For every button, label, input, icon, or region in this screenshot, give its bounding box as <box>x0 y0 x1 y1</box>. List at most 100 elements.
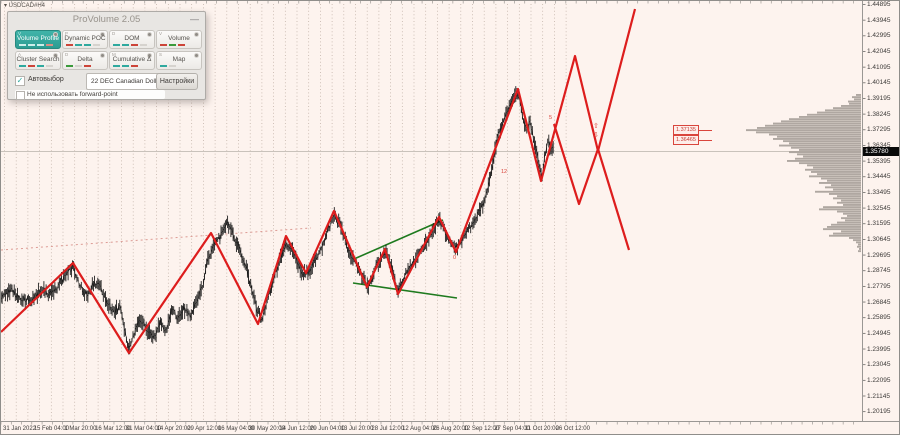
panel-titlebar[interactable]: ProVolume 2.05 — <box>8 12 205 27</box>
wave-count-label: 0 <box>453 255 457 261</box>
indicator-dash <box>122 65 129 67</box>
time-axis-label: 27 Sep 04:00 <box>494 426 530 432</box>
volume-profile-bar <box>807 113 861 116</box>
volume-profile-bar <box>849 102 861 105</box>
autoselect-checkbox[interactable]: ✓ <box>15 76 25 86</box>
module-button-dom[interactable]: D DOM <box>109 30 155 49</box>
module-button-cluster-search[interactable]: A Cluster Search <box>15 51 61 70</box>
volume-profile-bar <box>823 206 861 209</box>
price-axis-label: 1.39195 <box>867 94 891 102</box>
module-button-delta[interactable]: D Delta <box>62 51 108 70</box>
gear-icon[interactable] <box>195 33 198 36</box>
volume-profile-bar <box>807 164 861 167</box>
indicator-dash <box>131 44 138 46</box>
volume-profile-bar <box>789 142 861 145</box>
module-button-dynamic-poc[interactable]: P Dynamic POC <box>62 30 108 49</box>
module-button-grid: V Volume Profile P Dynamic POC D DOM V Volume A C… <box>15 30 202 70</box>
price-axis-separator <box>862 1 863 422</box>
volume-profile-bar <box>841 230 861 233</box>
indicator-dash <box>169 44 176 46</box>
price-trace <box>1 93 554 349</box>
volume-profile-bar <box>797 153 861 156</box>
module-button-volume[interactable]: V Volume <box>156 30 202 49</box>
price-level-flag[interactable]: 1.36465 <box>673 135 712 145</box>
indicator-dash <box>19 65 26 67</box>
module-indicator-row <box>113 65 151 67</box>
volume-profile-bar <box>787 160 861 162</box>
volume-profile-bar <box>854 98 861 101</box>
volume-profile-bar <box>817 173 861 176</box>
indicator-dash <box>113 44 120 46</box>
volume-profile-bar <box>849 237 861 239</box>
gear-icon[interactable] <box>54 33 57 36</box>
indicator-dash <box>28 44 35 46</box>
volume-profile-bar <box>821 177 861 180</box>
indicator-dash <box>178 44 185 46</box>
price-flag-tail <box>697 140 712 141</box>
time-axis-label: 11 Oct 20:00 <box>524 426 559 432</box>
volume-profile-bar <box>769 133 861 136</box>
module-button-label: Volume Profile <box>17 35 59 42</box>
price-axis-label: 1.23045 <box>867 361 891 369</box>
volume-profile-bar <box>843 212 861 215</box>
panel-control-row: ✓ Автовыбор 22 DEC Canadian Dollar ▲ ▼ Н… <box>15 73 198 90</box>
volume-profile-bar <box>833 107 861 110</box>
gear-icon[interactable] <box>101 54 104 57</box>
indicator-dash <box>19 44 26 46</box>
time-axis-label: 29 Apr 12:00 <box>187 426 222 432</box>
indicator-dash <box>66 65 73 67</box>
price-axis-label: 1.23995 <box>867 345 891 353</box>
volume-profile-bar <box>803 155 861 158</box>
indicator-dash <box>84 65 91 67</box>
volume-profile-bar <box>833 188 861 191</box>
time-axis-label: 1 Mar 20:00 <box>64 426 97 432</box>
gear-icon[interactable] <box>148 33 151 36</box>
module-hotkey-label: M <box>112 52 116 57</box>
module-button-label: Map <box>172 56 186 63</box>
volume-profile-bar <box>852 96 861 99</box>
volume-profile-bar <box>829 193 861 195</box>
gear-icon[interactable] <box>101 33 104 36</box>
time-axis-label: 31 Jan 2022 <box>3 426 37 432</box>
module-indicator-row <box>66 65 104 67</box>
module-hotkey-label: D <box>65 52 69 57</box>
module-hotkey-label: P <box>65 31 69 36</box>
settings-button[interactable]: Настройки <box>156 73 198 90</box>
volume-profile-bar <box>799 149 861 151</box>
price-axis-label: 1.34445 <box>867 173 891 181</box>
volume-profile-bar <box>765 124 861 127</box>
gear-icon[interactable] <box>148 54 151 57</box>
module-indicator-row <box>160 44 198 46</box>
indicator-dash <box>140 44 147 46</box>
price-axis-label: 1.38245 <box>867 110 891 118</box>
module-button-volume-profile[interactable]: V Volume Profile <box>15 30 61 49</box>
indicator-dash <box>37 44 44 46</box>
module-button-cumulative-[interactable]: M Cumulative Δ <box>109 51 155 70</box>
indicator-dash <box>131 65 138 67</box>
volume-profile-bar <box>777 135 861 138</box>
indicator-dash <box>113 65 120 67</box>
volume-profile-bar <box>837 221 861 224</box>
forward-point-checkbox[interactable] <box>16 91 25 100</box>
time-axis-label: 29 Jun 04:00 <box>310 426 345 432</box>
price-flag-tail <box>697 130 712 131</box>
zigzag-line <box>1 8 637 355</box>
minimize-button[interactable]: — <box>190 14 199 24</box>
volume-profile-bar <box>817 111 861 114</box>
forward-point-row: Не использовать forward-point <box>15 90 165 100</box>
module-indicator-row <box>113 44 151 46</box>
panel-title: ProVolume 2.05 <box>72 14 141 25</box>
indicator-dash <box>46 65 53 67</box>
volume-profile-bar <box>773 138 861 140</box>
volume-profile-bar <box>831 184 861 187</box>
volume-profile-bar <box>857 245 861 248</box>
gear-icon[interactable] <box>54 54 57 57</box>
module-button-map[interactable]: S Map <box>156 51 202 70</box>
gear-icon[interactable] <box>195 54 198 57</box>
volume-profile-bar <box>781 120 861 123</box>
volume-profile-bar <box>856 94 861 96</box>
price-level-flag[interactable]: 1.37135 <box>673 125 712 135</box>
volume-profile-bar <box>841 199 861 202</box>
volume-profile-bar <box>837 210 861 213</box>
